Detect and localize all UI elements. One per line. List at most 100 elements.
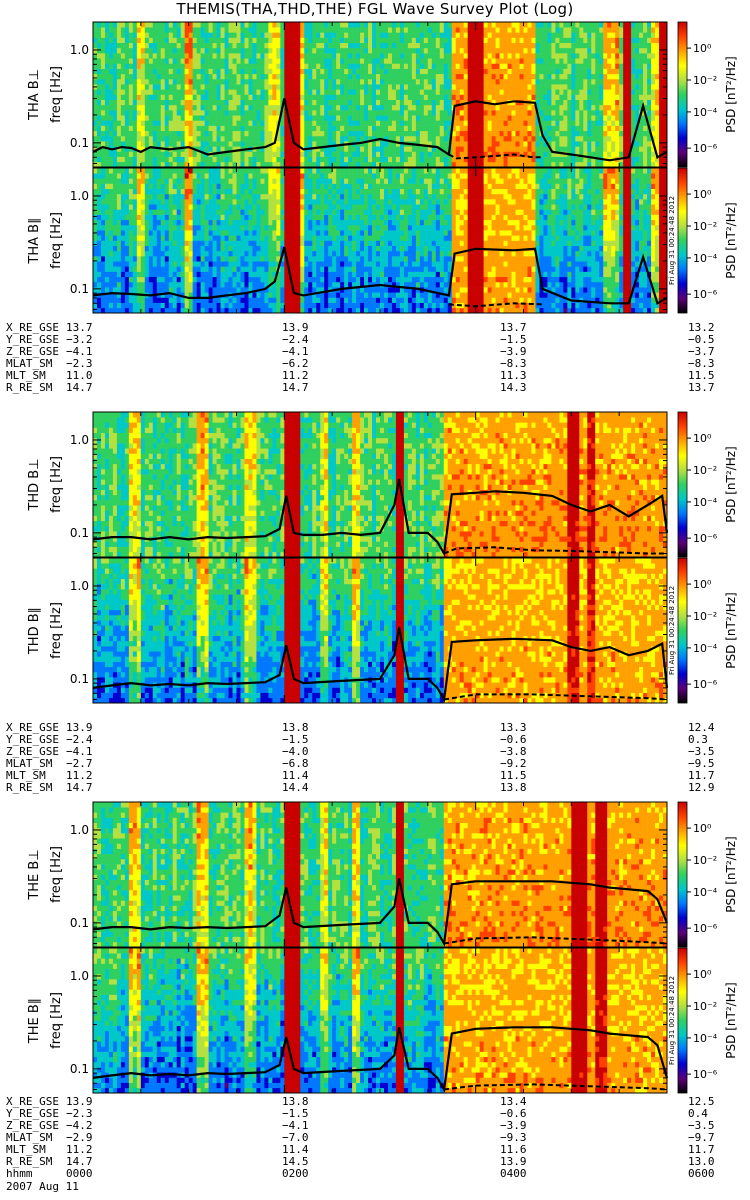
freq-tick-label: 1.0 bbox=[70, 189, 89, 203]
colorbar-tick-label: 10⁻⁶ bbox=[693, 288, 718, 301]
colorbar-tick-label: 10⁻⁴ bbox=[693, 106, 718, 119]
ephemeris-row: Y_RE_GSE −3.2 −2.4 −1.5 −0.5 bbox=[6, 334, 746, 346]
colorbar-label: PSD [nT²/Hz] bbox=[724, 836, 738, 912]
colorbar bbox=[678, 802, 687, 947]
ephemeris-row: R_RE_SM 14.7 14.5 13.9 13.0 bbox=[6, 1156, 746, 1168]
colorbar-tick-label: 10⁻² bbox=[693, 1000, 717, 1013]
ephemeris-value: 14.4 bbox=[282, 782, 309, 794]
ephemeris-row: hhmm 0000 0200 0400 0600 bbox=[6, 1168, 746, 1180]
ephemeris-value: 14.7 bbox=[66, 382, 93, 394]
ephemeris-row: Z_RE_GSE −4.2 −4.1 −3.9 −3.5 bbox=[6, 1120, 746, 1132]
ephemeris-value: 0200 bbox=[282, 1168, 309, 1180]
freq-tick-label: 1.0 bbox=[70, 579, 89, 593]
ephemeris-value: 12.9 bbox=[688, 782, 715, 794]
freq-axis-label: freq [Hz] bbox=[49, 456, 64, 513]
colorbar-tick-label: 10⁻⁶ bbox=[693, 532, 718, 545]
ephemeris-row: MLT_SM 11.0 11.2 11.3 11.5 bbox=[6, 370, 746, 382]
colorbar-label: PSD [nT²/Hz] bbox=[724, 592, 738, 668]
plot-timestamp: Fri Aug 31 00:24:48 2012 bbox=[668, 586, 676, 675]
panel-name-label: THA B⊥ bbox=[27, 69, 42, 121]
freq-axis-label: freq [Hz] bbox=[49, 212, 64, 269]
panel-name-label: THE B∥ bbox=[27, 998, 42, 1044]
colorbar bbox=[678, 22, 687, 167]
freq-axis-label: freq [Hz] bbox=[49, 992, 64, 1049]
freq-tick-label: 1.0 bbox=[70, 43, 89, 57]
ephemeris-row: MLAT_SM −2.7 −6.8 −9.2 −9.5 bbox=[6, 758, 746, 770]
colorbar-tick-label: 10⁻⁴ bbox=[693, 642, 718, 655]
freq-axis-label: freq [Hz] bbox=[49, 846, 64, 903]
spectrogram-image bbox=[93, 168, 667, 313]
ephemeris-row: MLT_SM 11.2 11.4 11.5 11.7 bbox=[6, 770, 746, 782]
colorbar-tick-label: 10⁰ bbox=[693, 432, 712, 445]
spectrogram-image bbox=[93, 558, 667, 703]
freq-tick-label: 0.1 bbox=[70, 672, 89, 686]
plot-timestamp: Fri Aug 31 00:24:48 2012 bbox=[668, 976, 676, 1065]
spectrogram-image bbox=[93, 412, 667, 557]
ephemeris-label: R_RE_SM bbox=[6, 782, 52, 794]
colorbar-tick-label: 10⁻⁴ bbox=[693, 496, 718, 509]
colorbar-tick-label: 10⁰ bbox=[693, 188, 712, 201]
ephemeris-value: 14.3 bbox=[500, 382, 527, 394]
freq-tick-label: 0.1 bbox=[70, 526, 89, 540]
spectrogram-image bbox=[93, 22, 667, 167]
freq-axis-label: freq [Hz] bbox=[49, 602, 64, 659]
panel-name-label: THD B∥ bbox=[27, 607, 42, 655]
colorbar bbox=[678, 558, 687, 703]
colorbar-tick-label: 10⁰ bbox=[693, 578, 712, 591]
colorbar-tick-label: 10⁻⁶ bbox=[693, 922, 718, 935]
colorbar-tick-label: 10⁻⁴ bbox=[693, 252, 718, 265]
ephemeris-row: Y_RE_GSE −2.3 −1.5 −0.6 0.4 bbox=[6, 1108, 746, 1120]
colorbar-tick-label: 10⁻⁶ bbox=[693, 1068, 718, 1081]
spectrogram-image bbox=[93, 948, 667, 1093]
ephemeris-row: X_RE_GSE 13.9 13.8 13.3 12.4 bbox=[6, 722, 746, 734]
colorbar-tick-label: 10⁻² bbox=[693, 464, 717, 477]
colorbar-tick-label: 10⁻⁴ bbox=[693, 886, 718, 899]
colorbar-tick-label: 10⁰ bbox=[693, 968, 712, 981]
date-label: 2007 Aug 11 bbox=[6, 1181, 746, 1193]
freq-tick-label: 1.0 bbox=[70, 823, 89, 837]
ephemeris-row: R_RE_SM 14.7 14.4 13.8 12.9 bbox=[6, 782, 746, 794]
colorbar bbox=[678, 168, 687, 313]
panel-name-label: THD B⊥ bbox=[27, 458, 42, 511]
colorbar-tick-label: 10⁻² bbox=[693, 854, 717, 867]
colorbar-label: PSD [nT²/Hz] bbox=[724, 446, 738, 522]
colorbar-label: PSD [nT²/Hz] bbox=[724, 56, 738, 132]
wave-survey-figure: THEMIS(THA,THD,THE) FGL Wave Survey Plot… bbox=[0, 0, 750, 1200]
ephemeris-label: hhmm bbox=[6, 1168, 33, 1180]
ephemeris-value: 0400 bbox=[500, 1168, 527, 1180]
spectrogram-canvas: 1.0 0.1 THA B⊥ freq [Hz] 10⁰ 10⁻² 10⁻⁴ 10⁻⁶ PSD … bbox=[0, 0, 750, 1200]
freq-tick-label: 0.1 bbox=[70, 916, 89, 930]
freq-tick-label: 1.0 bbox=[70, 969, 89, 983]
ephemeris-row: R_RE_SM 14.7 14.7 14.3 13.7 bbox=[6, 382, 746, 394]
spectrogram-image bbox=[93, 802, 667, 947]
ephemeris-row: Z_RE_GSE −4.1 −4.0 −3.8 −3.5 bbox=[6, 746, 746, 758]
spectrogram-panel: 1.0 0.1 THD B⊥ freq [Hz] 10⁰ 10⁻² 10⁻⁴ 10⁻⁶ PSD … bbox=[27, 412, 738, 557]
ephemeris-row: Y_RE_GSE −2.4 −1.5 −0.6 0.3 bbox=[6, 734, 746, 746]
colorbar-tick-label: 10⁰ bbox=[693, 42, 712, 55]
ephemeris-value: 0000 bbox=[66, 1168, 93, 1180]
ephemeris-label: R_RE_SM bbox=[6, 382, 52, 394]
ephemeris-value: 0600 bbox=[688, 1168, 715, 1180]
colorbar-tick-label: 10⁻⁶ bbox=[693, 142, 718, 155]
freq-axis-label: freq [Hz] bbox=[49, 66, 64, 123]
colorbar-tick-label: 10⁻⁶ bbox=[693, 678, 718, 691]
colorbar-label: PSD [nT²/Hz] bbox=[724, 982, 738, 1058]
freq-tick-label: 0.1 bbox=[70, 282, 89, 296]
colorbar-tick-label: 10⁻² bbox=[693, 220, 717, 233]
freq-tick-label: 1.0 bbox=[70, 433, 89, 447]
ephemeris-row: Z_RE_GSE −4.1 −4.1 −3.9 −3.7 bbox=[6, 346, 746, 358]
colorbar bbox=[678, 412, 687, 557]
colorbar-tick-label: 10⁻² bbox=[693, 74, 717, 87]
ephemeris-value: 14.7 bbox=[282, 382, 309, 394]
colorbar-tick-label: 10⁻² bbox=[693, 610, 717, 623]
spectrogram-panel: 1.0 0.1 THD B∥ freq [Hz] 10⁰ 10⁻² 10⁻⁴ 10⁻⁶ PSD … bbox=[27, 558, 738, 703]
ephemeris-value: 14.7 bbox=[66, 782, 93, 794]
colorbar bbox=[678, 948, 687, 1093]
colorbar-label: PSD [nT²/Hz] bbox=[724, 202, 738, 278]
colorbar-tick-label: 10⁻⁴ bbox=[693, 1032, 718, 1045]
ephemeris-value: 13.7 bbox=[688, 382, 715, 394]
